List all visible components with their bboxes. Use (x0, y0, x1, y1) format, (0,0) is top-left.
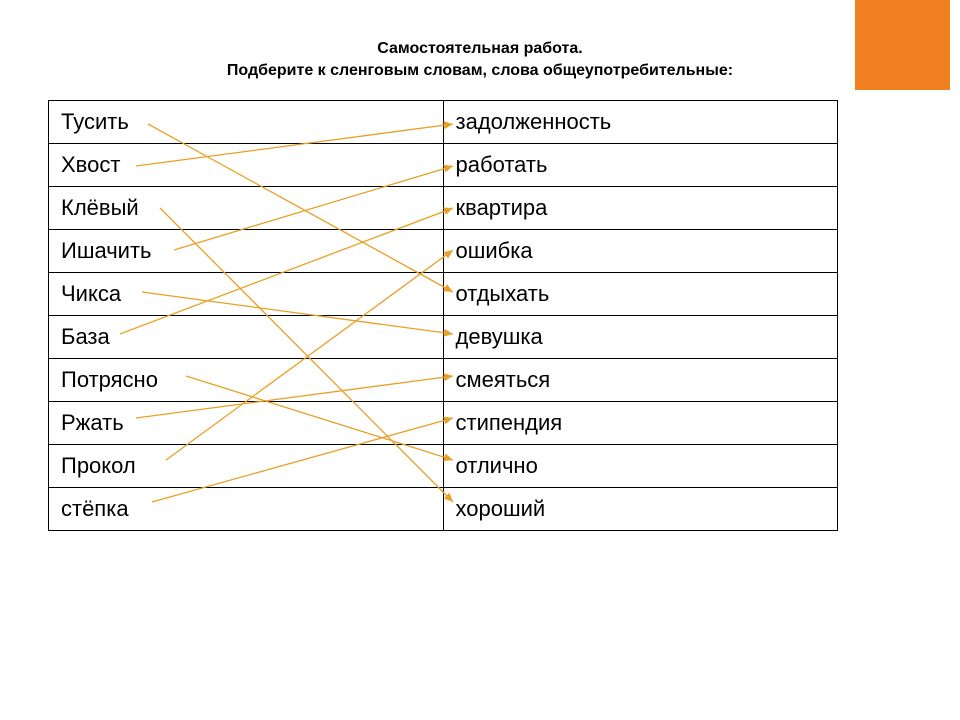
standard-word-cell: стипендия (443, 402, 838, 445)
table-row: Проколотлично (49, 445, 838, 488)
header-instruction: Подберите к сленговым словам, слова обще… (0, 60, 960, 82)
standard-word-cell: квартира (443, 187, 838, 230)
standard-word-cell: работать (443, 144, 838, 187)
table-row: Клёвыйквартира (49, 187, 838, 230)
standard-word-cell: отдыхать (443, 273, 838, 316)
table-row: Туситьзадолженность (49, 101, 838, 144)
standard-word-cell: хороший (443, 488, 838, 531)
matching-table: ТуситьзадолженностьХвостработатьКлёвыйкв… (48, 100, 838, 531)
table-row: Потрясносмеяться (49, 359, 838, 402)
slang-word-cell: Хвост (49, 144, 444, 187)
table-row: Чиксаотдыхать (49, 273, 838, 316)
slang-word-cell: Прокол (49, 445, 444, 488)
table-row: Базадевушка (49, 316, 838, 359)
slang-word-cell: стёпка (49, 488, 444, 531)
slang-word-cell: Потрясно (49, 359, 444, 402)
slang-word-cell: Ишачить (49, 230, 444, 273)
slang-word-cell: Чикса (49, 273, 444, 316)
standard-word-cell: задолженность (443, 101, 838, 144)
table-row: Ржатьстипендия (49, 402, 838, 445)
standard-word-cell: смеяться (443, 359, 838, 402)
slang-word-cell: Тусить (49, 101, 444, 144)
header-title: Самостоятельная работа. (0, 38, 960, 60)
table-row: Хвостработать (49, 144, 838, 187)
slang-word-cell: Клёвый (49, 187, 444, 230)
slang-word-cell: База (49, 316, 444, 359)
table-row: Ишачитьошибка (49, 230, 838, 273)
standard-word-cell: ошибка (443, 230, 838, 273)
standard-word-cell: девушка (443, 316, 838, 359)
standard-word-cell: отлично (443, 445, 838, 488)
slang-word-cell: Ржать (49, 402, 444, 445)
worksheet-header: Самостоятельная работа. Подберите к слен… (0, 38, 960, 83)
table-row: стёпкахороший (49, 488, 838, 531)
